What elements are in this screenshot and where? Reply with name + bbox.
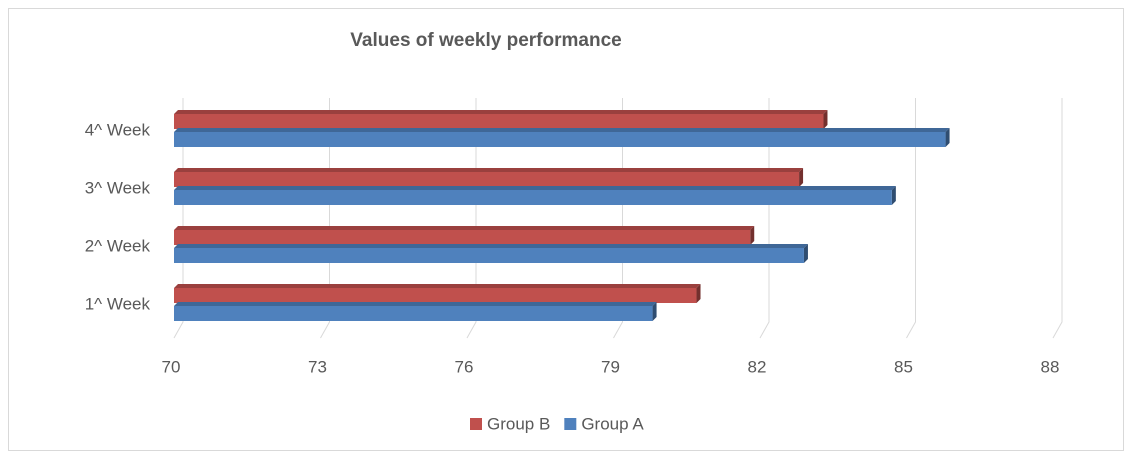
x-tick-label: 85 xyxy=(894,357,913,376)
bar-top xyxy=(174,244,808,248)
bar xyxy=(174,172,800,187)
bar-top xyxy=(174,284,701,288)
bar-top xyxy=(174,302,657,306)
bar-end xyxy=(750,226,755,245)
bar-top xyxy=(174,226,755,230)
legend-swatch xyxy=(564,418,577,430)
bar-top xyxy=(174,168,804,172)
y-tick-label: 1^ Week xyxy=(85,294,151,313)
bar-end xyxy=(945,128,950,147)
bar-end xyxy=(652,302,657,321)
bar-top xyxy=(174,128,950,132)
legend-swatch xyxy=(470,418,482,430)
bar xyxy=(174,190,892,205)
bar xyxy=(174,114,824,129)
bar-top xyxy=(174,186,896,190)
grid-line xyxy=(1052,98,1063,339)
x-tick-label: 70 xyxy=(162,357,181,376)
x-tick-label: 79 xyxy=(601,357,620,376)
x-tick-label: 76 xyxy=(455,357,474,376)
x-tick-label: 73 xyxy=(308,357,327,376)
chart-title: Values of weekly performance xyxy=(350,30,621,51)
y-tick-label: 3^ Week xyxy=(85,178,151,197)
bar-end xyxy=(803,244,808,263)
x-tick-label: 88 xyxy=(1041,357,1060,376)
y-tick-label: 2^ Week xyxy=(85,236,151,255)
grid-line xyxy=(906,98,916,339)
legend-label: Group A xyxy=(581,414,644,433)
bar-end xyxy=(799,168,804,187)
legend-label: Group B xyxy=(487,414,550,433)
bar-end xyxy=(823,110,828,129)
bar xyxy=(174,132,946,147)
bar-top xyxy=(174,110,828,114)
bar xyxy=(174,230,751,245)
y-tick-label: 4^ Week xyxy=(85,120,151,139)
bar xyxy=(174,248,804,263)
bar xyxy=(174,306,653,321)
bar xyxy=(174,288,697,303)
bar-end xyxy=(696,284,701,303)
x-tick-label: 82 xyxy=(748,357,767,376)
bar-end xyxy=(891,186,896,205)
